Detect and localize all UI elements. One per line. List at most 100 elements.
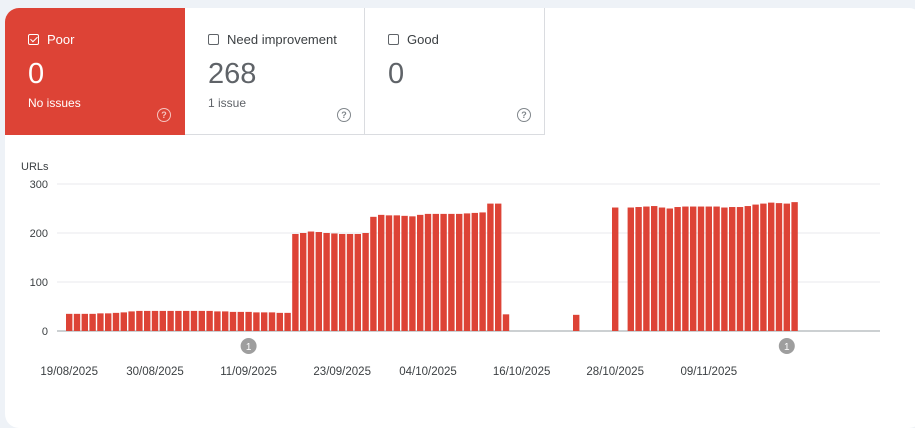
chart-bar[interactable] <box>167 310 174 331</box>
chart-bar[interactable] <box>245 311 252 331</box>
chart-bar[interactable] <box>370 216 377 331</box>
chart-bar[interactable] <box>690 206 697 331</box>
chart-bar[interactable] <box>300 233 307 331</box>
help-icon[interactable]: ? <box>337 108 351 122</box>
chart-bar[interactable] <box>261 312 268 331</box>
chart-bar[interactable] <box>331 233 338 331</box>
x-tick-label: 19/08/2025 <box>40 366 98 378</box>
chart-bar[interactable] <box>229 311 237 331</box>
help-icon[interactable]: ? <box>517 108 531 122</box>
chart-bar[interactable] <box>237 311 244 331</box>
chart-bar[interactable] <box>323 233 330 331</box>
chart-bar[interactable] <box>307 231 315 331</box>
chart-bar[interactable] <box>183 310 190 331</box>
chart-bar[interactable] <box>393 215 400 331</box>
chart-bar[interactable] <box>112 312 120 331</box>
tile-need-improvement[interactable]: Need improvement 268 1 issue ? <box>185 8 365 135</box>
tile-good[interactable]: Good 0 ? <box>365 8 545 135</box>
chart-bar[interactable] <box>66 313 73 331</box>
tile-poor[interactable]: Poor 0 No issues ? <box>5 8 185 135</box>
chart-bar[interactable] <box>573 314 580 331</box>
chart-bar[interactable] <box>81 313 88 331</box>
chart-bar[interactable] <box>409 216 416 331</box>
chart-bar[interactable] <box>697 206 705 331</box>
annotation-marker[interactable] <box>240 338 257 354</box>
chart-bar[interactable] <box>214 311 221 331</box>
chart-bar[interactable] <box>729 207 736 331</box>
chart-bar[interactable] <box>612 207 619 331</box>
chart-bar[interactable] <box>362 233 369 331</box>
chart-bar[interactable] <box>417 214 424 331</box>
chart-bar[interactable] <box>198 310 205 331</box>
chart-bar[interactable] <box>120 312 127 331</box>
x-tick-label: 28/10/2025 <box>586 366 644 378</box>
help-icon[interactable]: ? <box>157 108 171 122</box>
chart-bar[interactable] <box>760 203 767 331</box>
chart-bar[interactable] <box>791 202 798 331</box>
poor-checkbox[interactable] <box>28 34 39 45</box>
chart-bar[interactable] <box>448 213 455 331</box>
chart-bar[interactable] <box>175 310 182 331</box>
chart-bar[interactable] <box>783 203 790 331</box>
tile-need-improvement-subtext: 1 issue <box>208 96 247 110</box>
chart-bar[interactable] <box>635 207 642 331</box>
chart-bar[interactable] <box>97 313 104 331</box>
chart-bar[interactable] <box>768 202 775 331</box>
chart-bar[interactable] <box>744 206 751 331</box>
chart-bar[interactable] <box>206 310 213 331</box>
chart-bar[interactable] <box>471 212 478 331</box>
chart-bar[interactable] <box>159 310 166 331</box>
chart-bar[interactable] <box>378 214 385 331</box>
annotation-marker[interactable] <box>778 338 795 354</box>
chart-bar[interactable] <box>73 313 81 331</box>
chart-bar[interactable] <box>502 314 510 331</box>
chart-bar[interactable] <box>354 233 361 331</box>
good-checkbox[interactable] <box>388 34 399 45</box>
chart-bar[interactable] <box>463 213 471 331</box>
chart-bar[interactable] <box>643 206 650 331</box>
chart-bar[interactable] <box>651 206 658 331</box>
chart-bar[interactable] <box>666 208 673 332</box>
y-tick-label: 0 <box>42 326 48 338</box>
need-improvement-checkbox[interactable] <box>208 34 219 45</box>
chart-bar[interactable] <box>128 311 135 331</box>
tile-good-count: 0 <box>388 58 405 90</box>
chart-bar[interactable] <box>713 206 720 331</box>
chart-bar[interactable] <box>315 232 322 331</box>
chart-bar[interactable] <box>479 212 486 331</box>
chart-bar[interactable] <box>627 207 634 331</box>
urls-bar-chart: URLs 0 100 200 300 19/08/2025 30/08/2025 11/09/… <box>21 161 880 378</box>
chart-bar[interactable] <box>658 207 666 331</box>
chart-bar[interactable] <box>424 213 432 331</box>
chart-bar[interactable] <box>495 203 502 331</box>
x-tick-label: 04/10/2025 <box>399 366 457 378</box>
chart-bar[interactable] <box>721 207 728 331</box>
chart-bar[interactable] <box>253 312 260 331</box>
chart-bar[interactable] <box>276 312 283 331</box>
chart-bar[interactable] <box>268 312 276 331</box>
chart-bar[interactable] <box>775 203 783 331</box>
chart-bar[interactable] <box>190 310 198 331</box>
chart-bar[interactable] <box>105 313 112 331</box>
chart-bar[interactable] <box>736 207 744 331</box>
chart-bar[interactable] <box>339 233 346 331</box>
chart-bar[interactable] <box>346 233 354 331</box>
chart-bar[interactable] <box>432 213 439 331</box>
chart-bar[interactable] <box>151 310 159 331</box>
chart-bar[interactable] <box>385 215 393 331</box>
chart-bar[interactable] <box>144 310 151 331</box>
chart-bar[interactable] <box>440 213 447 331</box>
tile-poor-count: 0 <box>28 58 45 90</box>
chart-bar[interactable] <box>674 207 681 331</box>
chart-bar[interactable] <box>487 203 494 331</box>
chart-bar[interactable] <box>682 206 689 331</box>
chart-bar[interactable] <box>401 215 408 331</box>
chart-bar[interactable] <box>292 233 299 331</box>
chart-bar[interactable] <box>136 310 143 331</box>
chart-bar[interactable] <box>705 206 712 331</box>
chart-bar[interactable] <box>222 311 229 331</box>
chart-bar[interactable] <box>456 213 463 331</box>
chart-bar[interactable] <box>752 204 759 331</box>
chart-bar[interactable] <box>284 312 291 331</box>
chart-bar[interactable] <box>89 313 96 331</box>
